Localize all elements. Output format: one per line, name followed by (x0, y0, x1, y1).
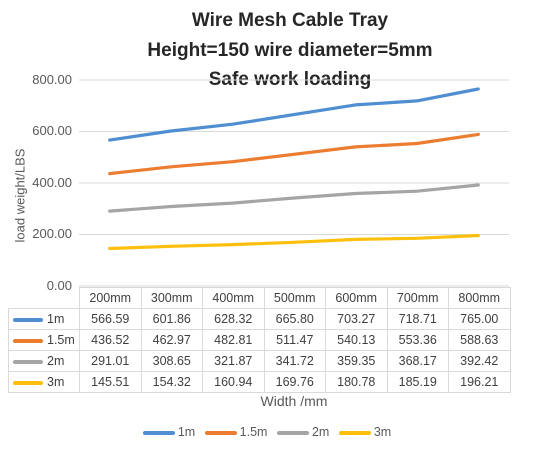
x-category-label: 800mm (448, 287, 511, 309)
data-label: 601.86 (140, 308, 203, 330)
series-row-header: 1.5m (8, 329, 80, 351)
x-category-label: 300mm (140, 287, 203, 309)
series-row-header: 1m (8, 308, 80, 330)
data-label: 588.63 (448, 329, 511, 351)
legend-label: 2m (311, 425, 330, 439)
data-label: 566.59 (79, 308, 142, 330)
series-swatch (13, 359, 43, 364)
data-label: 160.94 (202, 371, 265, 393)
legend-item: 1m (142, 425, 196, 439)
data-label: 511.47 (263, 329, 326, 351)
data-label: 359.35 (325, 350, 388, 372)
table-row: 2m 291.01 308.65 321.87 341.72 359.35 36… (8, 350, 511, 372)
legend-item: 3m (338, 425, 392, 439)
legend-swatch (338, 430, 371, 435)
x-axis-label: Width /mm (260, 393, 328, 409)
legend-label: 3m (373, 425, 392, 439)
series-line-2m (108, 183, 480, 213)
series-line-1m (108, 87, 480, 142)
legend-item: 2m (276, 425, 330, 439)
data-label: 462.97 (140, 329, 203, 351)
table-row: 3m 145.51 154.32 160.94 169.76 180.78 18… (8, 371, 511, 393)
data-label: 392.42 (448, 350, 511, 372)
x-category-label: 400mm (202, 287, 265, 309)
table-row: 1.5m 436.52 462.97 482.81 511.47 540.13 … (8, 329, 511, 351)
y-tick-label: 600.00 (32, 123, 72, 138)
data-label: 553.36 (386, 329, 449, 351)
series-swatch (13, 317, 43, 322)
y-tick-label: 400.00 (32, 175, 72, 190)
data-label: 180.78 (325, 371, 388, 393)
data-label: 540.13 (325, 329, 388, 351)
series-line-1.5m (108, 132, 480, 176)
x-category-label: 700mm (386, 287, 449, 309)
data-label: 321.87 (202, 350, 265, 372)
data-label: 482.81 (202, 329, 265, 351)
series-swatch (13, 380, 43, 385)
data-label: 703.27 (325, 308, 388, 330)
data-label: 628.32 (202, 308, 265, 330)
data-label: 368.17 (386, 350, 449, 372)
data-label: 765.00 (448, 308, 511, 330)
data-label: 169.76 (263, 371, 326, 393)
legend-label: 1m (177, 425, 196, 439)
series-name: 1m (47, 312, 65, 326)
table-corner (8, 287, 80, 309)
legend-swatch (276, 430, 309, 435)
legend-label: 1.5m (239, 425, 268, 439)
data-label: 196.21 (448, 371, 511, 393)
data-label: 436.52 (79, 329, 142, 351)
data-label: 154.32 (140, 371, 203, 393)
series-name: 3m (47, 375, 65, 389)
legend-swatch (204, 430, 237, 435)
table-header-row: 200mm 300mm 400mm 500mm 600mm 700mm 800m… (8, 287, 511, 309)
data-label: 185.19 (386, 371, 449, 393)
x-category-label: 500mm (263, 287, 326, 309)
series-name: 2m (47, 354, 65, 368)
legend-item: 1.5m (204, 425, 268, 439)
data-table: 200mm 300mm 400mm 500mm 600mm 700mm 800m… (8, 287, 511, 393)
y-tick-label: 200.00 (32, 226, 72, 241)
data-label: 145.51 (79, 371, 142, 393)
chart-title-line-2: Height=150 wire diameter=5mm (147, 40, 433, 61)
x-category-label: 600mm (325, 287, 388, 309)
series-line-3m (108, 233, 480, 251)
legend-swatch (142, 430, 175, 435)
data-label: 341.72 (263, 350, 326, 372)
chart-title-line-1: Wire Mesh Cable Tray (191, 10, 389, 31)
y-tick-label: 800.00 (32, 72, 72, 87)
x-category-label: 200mm (79, 287, 142, 309)
legend: 1m 1.5m 2m 3m (0, 425, 534, 439)
series-name: 1.5m (47, 333, 75, 347)
data-label: 718.71 (386, 308, 449, 330)
data-label: 308.65 (140, 350, 203, 372)
series-row-header: 3m (8, 371, 80, 393)
data-label: 665.80 (263, 308, 326, 330)
table-row: 1m 566.59 601.86 628.32 665.80 703.27 71… (8, 308, 511, 330)
series-row-header: 2m (8, 350, 80, 372)
series-swatch (13, 338, 43, 343)
data-label: 291.01 (79, 350, 142, 372)
